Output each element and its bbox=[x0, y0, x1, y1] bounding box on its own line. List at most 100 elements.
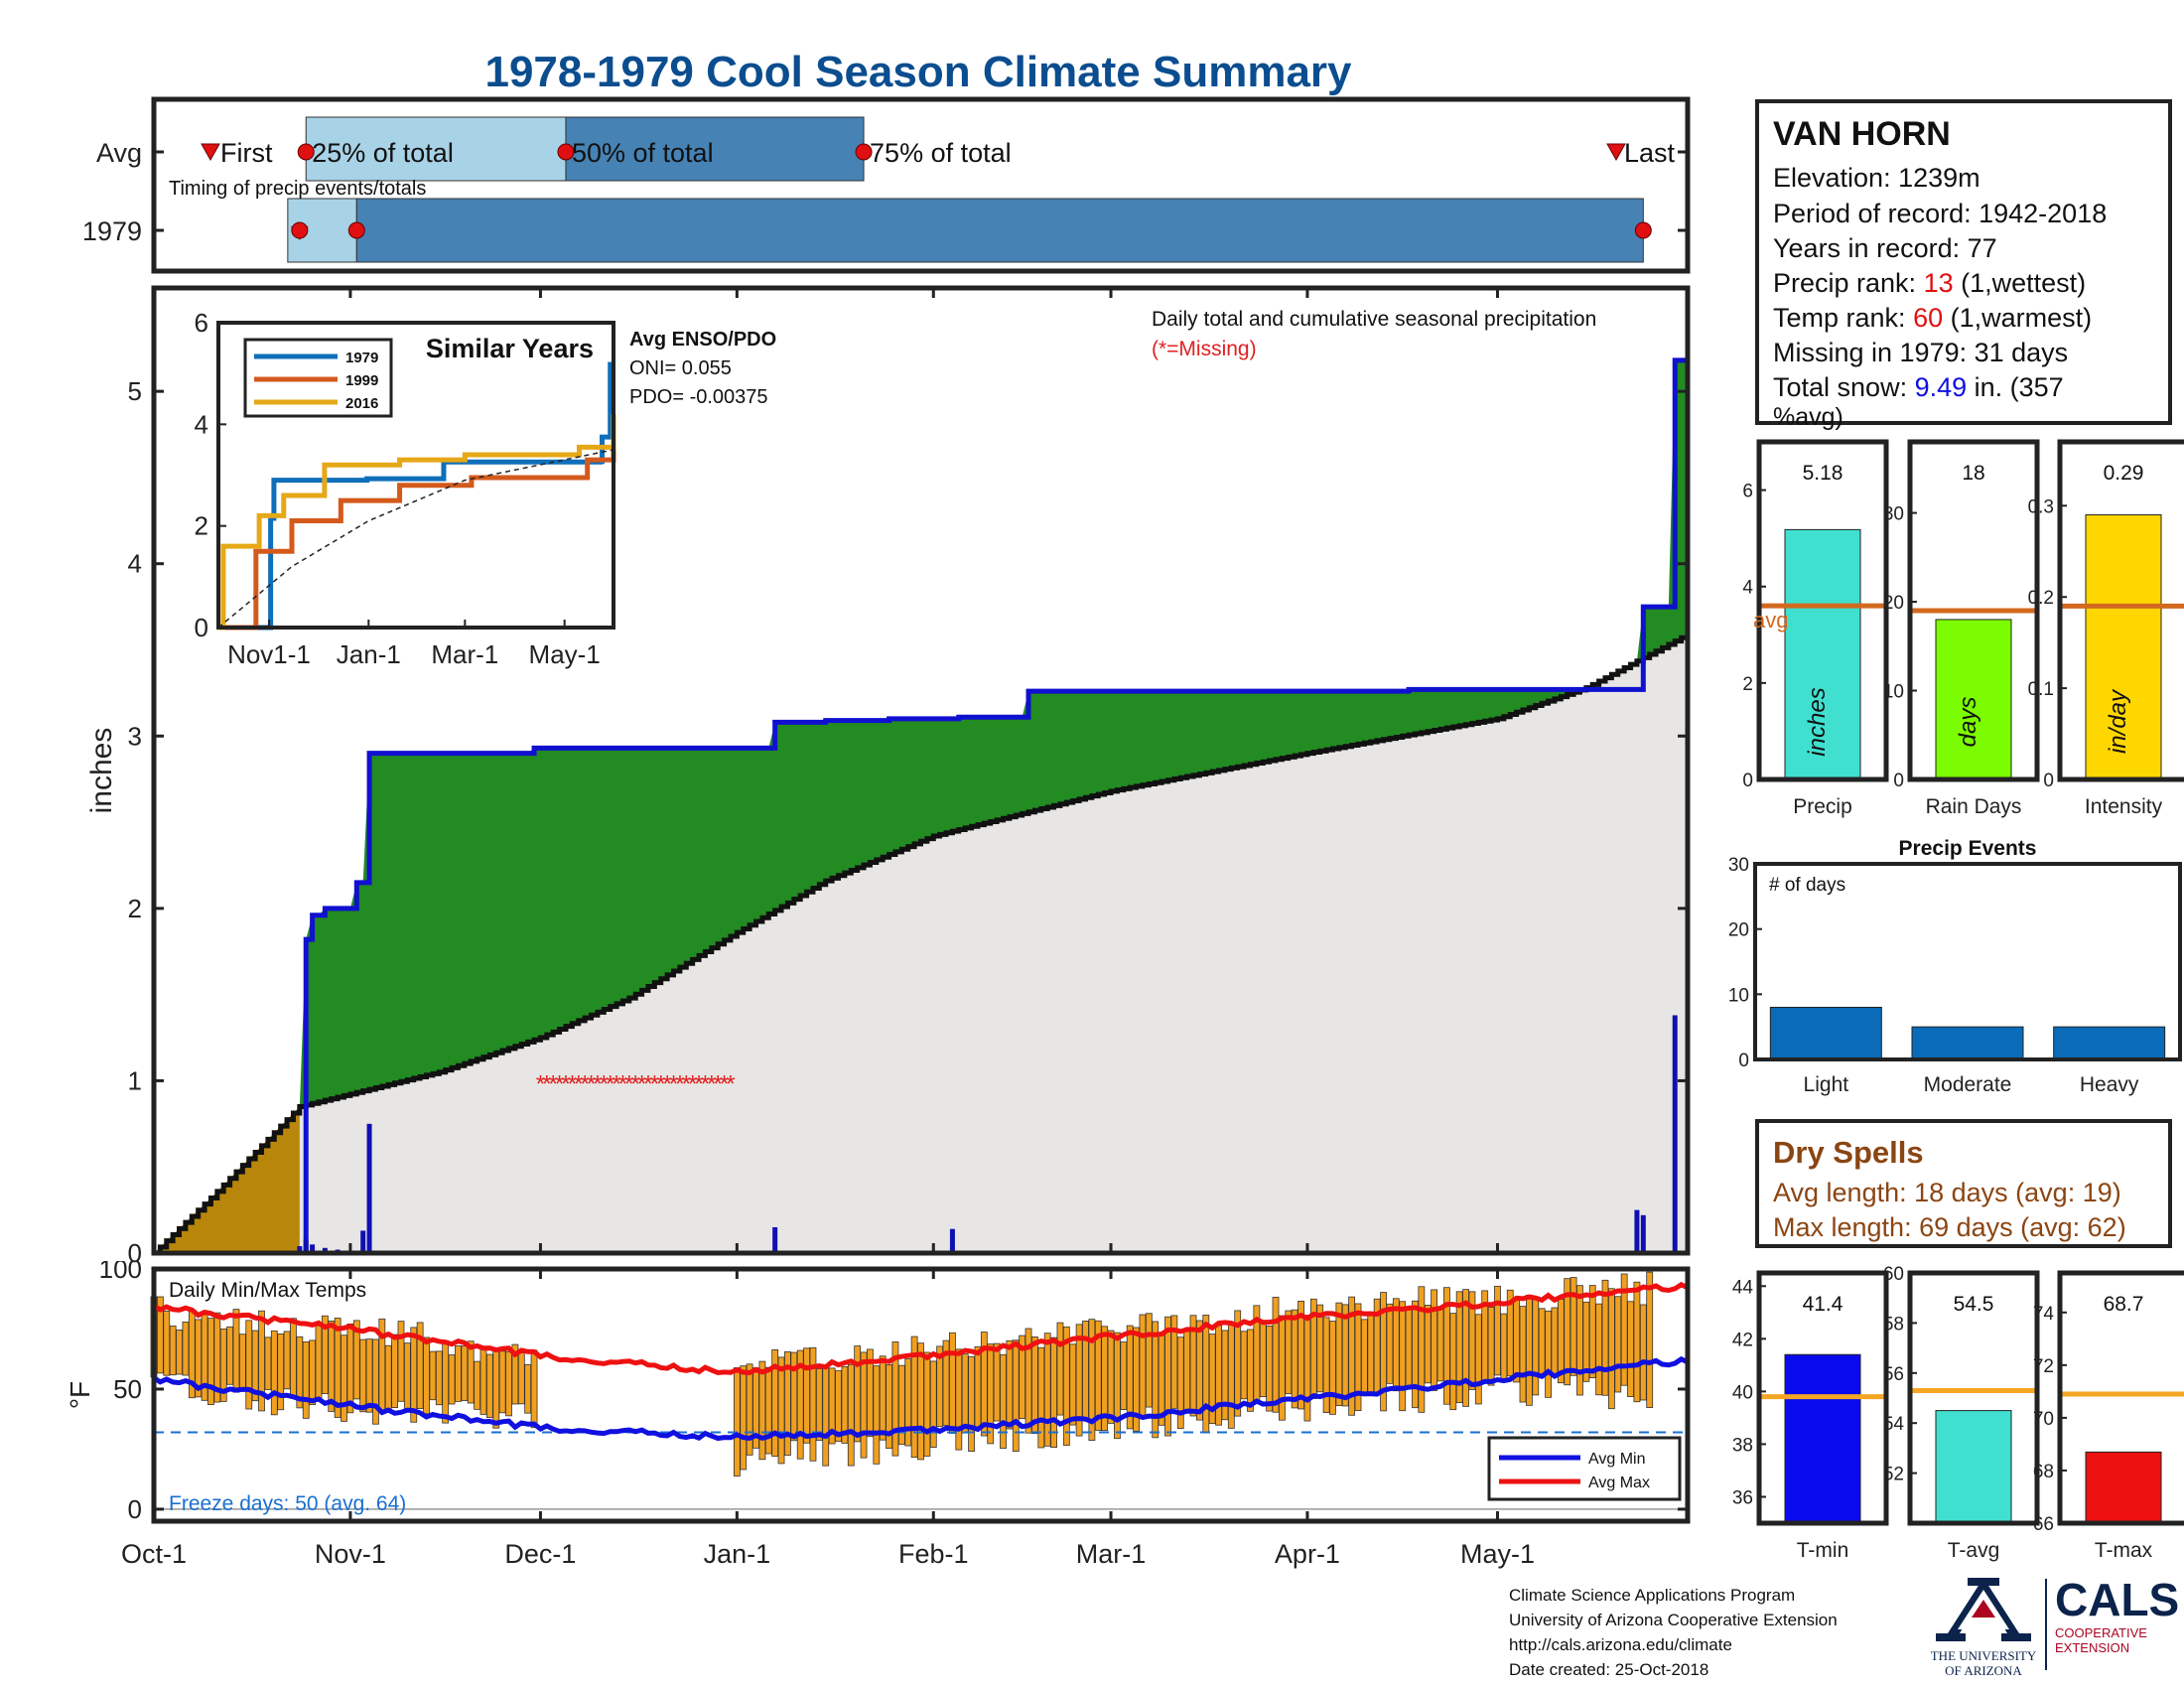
y-tick-label: 30 bbox=[1883, 504, 1904, 525]
value-label: 5.18 bbox=[1803, 462, 1843, 485]
daily-temp-bar bbox=[207, 1318, 214, 1405]
block-a-icon bbox=[1936, 1578, 2031, 1641]
x-tick-label: Oct-1 bbox=[121, 1539, 187, 1569]
daily-temp-bar bbox=[1494, 1285, 1501, 1376]
avg-q1-bar bbox=[305, 116, 567, 182]
x-tick-label: Apr-1 bbox=[1275, 1539, 1340, 1569]
events-frame bbox=[1753, 862, 2182, 1061]
daily-temp-bar bbox=[1487, 1307, 1495, 1386]
temp-rank-note: (1,warmest) bbox=[1943, 303, 2093, 333]
x-label: T-avg bbox=[1948, 1539, 2000, 1562]
daily-temp-bar bbox=[1519, 1306, 1527, 1403]
event-bar bbox=[1911, 1026, 2024, 1060]
daily-temp-bar bbox=[1455, 1291, 1463, 1404]
daily-temp-bar bbox=[974, 1345, 982, 1429]
daily-temp-bar bbox=[467, 1340, 475, 1404]
daily-temp-bar bbox=[264, 1336, 272, 1390]
panel-t-avg: 52 54 56 58 60 54.5 T-avg bbox=[1883, 1264, 2040, 1562]
x-tick-label: Mar-1 bbox=[1076, 1539, 1147, 1569]
daily-temp-bar bbox=[176, 1329, 183, 1375]
station-elevation: Elevation: 1239m bbox=[1773, 163, 1980, 193]
daily-temp-bar bbox=[277, 1334, 285, 1411]
daily-temp-bar bbox=[1279, 1315, 1286, 1421]
value-bar bbox=[2085, 514, 2162, 780]
daily-temp-bar bbox=[283, 1331, 291, 1390]
daily-temp-bar bbox=[1183, 1328, 1191, 1412]
daily-temp-bar bbox=[397, 1321, 405, 1402]
daily-temp-bar bbox=[1595, 1303, 1603, 1396]
missing-marker: * bbox=[612, 1070, 620, 1097]
daily-temp-bar bbox=[1196, 1320, 1203, 1421]
y-tick-label: 40 bbox=[1732, 1382, 1753, 1403]
daily-temp-bar bbox=[302, 1341, 310, 1419]
daily-precip-bar bbox=[297, 1246, 303, 1253]
y-tick-label: 54 bbox=[1883, 1414, 1905, 1435]
daily-temp-bar bbox=[822, 1365, 830, 1467]
pdo-value: PDO= -0.00375 bbox=[629, 386, 768, 408]
daily-temp-bar bbox=[1633, 1281, 1641, 1403]
daily-temp-bar bbox=[391, 1334, 399, 1408]
daily-temp-bar bbox=[1012, 1339, 1020, 1453]
inset-y-tick-label: 6 bbox=[195, 308, 208, 338]
daily-temp-bar bbox=[359, 1338, 367, 1413]
unit-label: in/day bbox=[2105, 688, 2131, 754]
y-tick-label: 3 bbox=[128, 721, 142, 751]
temp-frame bbox=[151, 1266, 1691, 1524]
events-y-tick-label: 20 bbox=[1728, 920, 1749, 941]
quartile-marker bbox=[557, 143, 575, 161]
inset-frame bbox=[216, 321, 615, 630]
daily-temp-bar bbox=[1145, 1313, 1153, 1408]
avg-cumulative-area bbox=[154, 633, 1688, 1253]
panel-precip: 0 2 4 6 5.18 Precip inches bbox=[1742, 439, 1889, 818]
daily-temp-bar bbox=[777, 1356, 785, 1465]
missing-marker: * bbox=[587, 1070, 596, 1097]
inset-x-tick-label: May-1 bbox=[529, 639, 601, 669]
daily-temp-bar bbox=[847, 1363, 855, 1467]
missing-marker: * bbox=[606, 1070, 614, 1097]
daily-temp-bar bbox=[1551, 1307, 1559, 1378]
temp-y-axis-label: °F bbox=[65, 1381, 95, 1409]
daily-temp-bar bbox=[1259, 1322, 1267, 1398]
temp-y-tick-label: 0 bbox=[128, 1494, 142, 1524]
events-y-tick-label: 30 bbox=[1728, 855, 1749, 876]
inset-series-2016 bbox=[218, 414, 616, 631]
value-bar bbox=[1784, 528, 1861, 780]
marker-label-25: 25% of total bbox=[312, 138, 454, 168]
daily-temp-bar bbox=[479, 1348, 487, 1415]
daily-temp-bar bbox=[238, 1334, 246, 1392]
daily-temp-bar bbox=[917, 1342, 924, 1461]
station-snow-pct: %avg) bbox=[1773, 403, 1843, 431]
inset-legend-label: 1979 bbox=[345, 350, 378, 366]
row-label-avg: Avg bbox=[96, 138, 142, 168]
temp-rank-label: Temp rank: bbox=[1773, 303, 1914, 333]
university-of-arizona-logo: THE UNIVERSITY OF ARIZONA bbox=[1924, 1574, 2043, 1678]
missing-marker: * bbox=[593, 1070, 602, 1097]
enso-title: Avg ENSO/PDO bbox=[629, 329, 776, 351]
panel-frame bbox=[2057, 1270, 2184, 1526]
daily-temp-bar bbox=[1316, 1304, 1324, 1393]
inset-legend-label: 1999 bbox=[345, 372, 378, 389]
panel-frame bbox=[1907, 1270, 2040, 1526]
quartile-marker bbox=[855, 143, 873, 161]
y-tick-label: 36 bbox=[1732, 1487, 1753, 1508]
daily-temp-bar bbox=[1215, 1325, 1222, 1426]
station-name: VAN HORN bbox=[1773, 115, 1951, 153]
station-snow: Total snow: 9.49 in. (357 bbox=[1773, 372, 2064, 403]
marker-label-first: First bbox=[220, 138, 273, 168]
daily-temp-bar bbox=[1120, 1341, 1128, 1410]
daily-temp-bar bbox=[1386, 1303, 1394, 1384]
avg-min-line bbox=[152, 1355, 1690, 1442]
precip-rank-label: Precip rank: bbox=[1773, 268, 1924, 298]
daily-temp-bar bbox=[923, 1351, 931, 1457]
y-tick-label: 1 bbox=[128, 1065, 142, 1095]
y-tick-label: 70 bbox=[2033, 1409, 2054, 1430]
daily-temp-bar bbox=[485, 1353, 493, 1419]
value-label: 68.7 bbox=[2104, 1293, 2144, 1316]
daily-temp-bar bbox=[1399, 1301, 1407, 1412]
missing-marker: * bbox=[656, 1070, 665, 1097]
first-marker bbox=[201, 143, 220, 162]
temp-rank-value: 60 bbox=[1913, 303, 1944, 333]
temp-title: Daily Min/Max Temps bbox=[169, 1279, 366, 1302]
dry-spells-box: Dry Spells Avg length: 18 days (avg: 19)… bbox=[1755, 1119, 2172, 1248]
daily-temp-bar bbox=[949, 1332, 956, 1434]
